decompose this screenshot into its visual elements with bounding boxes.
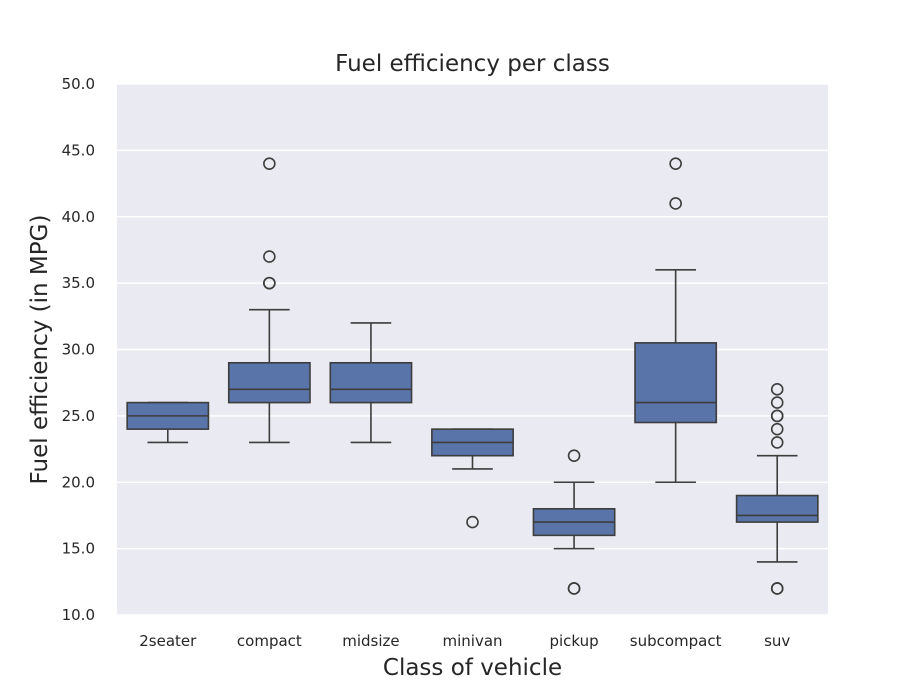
box-subcompact <box>634 157 718 484</box>
box-compact <box>227 157 311 444</box>
x-tick-label: midsize <box>342 632 399 650</box>
x-tick-label: pickup <box>549 632 598 650</box>
x-tick-label: subcompact <box>630 632 722 650</box>
outlier-point <box>466 515 479 529</box>
iqr-box <box>634 342 718 424</box>
outlier-point <box>770 383 784 396</box>
outlier-point <box>669 197 682 210</box>
box-2seater <box>126 401 210 444</box>
y-tick-label: 45.0 <box>62 141 95 159</box>
y-tick-label: 20.0 <box>62 473 95 491</box>
outlier-point <box>770 582 784 595</box>
box-series <box>126 157 819 595</box>
y-tick-label: 30.0 <box>62 341 95 359</box>
y-axis-ticks: 10.0 15.0 20.0 25.0 30.0 35.0 40.0 45.0 50.0 <box>62 75 95 624</box>
iqr-box <box>735 494 819 523</box>
box-minivan <box>431 428 514 529</box>
box-midsize <box>329 322 413 444</box>
iqr-box <box>329 361 413 404</box>
grid-lines <box>117 83 828 616</box>
x-axis-ticks: 2seater compact midsize minivan pickup subcom… <box>139 632 790 650</box>
box-suv <box>735 383 819 595</box>
x-tick-label: suv <box>764 632 790 650</box>
outlier-point <box>263 250 276 263</box>
outlier-point <box>669 157 682 170</box>
outlier-point <box>567 449 581 463</box>
y-tick-label: 40.0 <box>62 208 95 226</box>
y-tick-label: 25.0 <box>62 407 95 425</box>
y-tick-label: 50.0 <box>62 75 95 93</box>
y-tick-label: 15.0 <box>62 540 95 558</box>
outlier-point <box>770 436 784 449</box>
chart-title: Fuel efficiency per class <box>335 51 610 77</box>
y-tick-label: 10.0 <box>62 606 95 624</box>
outlier-point <box>770 422 784 436</box>
box-pickup <box>532 449 616 595</box>
iqr-box <box>227 361 311 404</box>
outlier-point <box>263 157 276 170</box>
x-tick-label: compact <box>237 632 302 650</box>
outlier-point <box>770 396 784 409</box>
outlier-point <box>770 409 784 423</box>
outlier-point <box>567 582 581 595</box>
y-tick-label: 35.0 <box>62 274 95 292</box>
outlier-point <box>263 276 276 290</box>
x-tick-label: 2seater <box>139 632 197 650</box>
x-tick-label: minivan <box>442 632 502 650</box>
y-axis-title: Fuel efficiency (in MPG) <box>27 215 53 485</box>
x-axis-title: Class of vehicle <box>383 655 562 681</box>
